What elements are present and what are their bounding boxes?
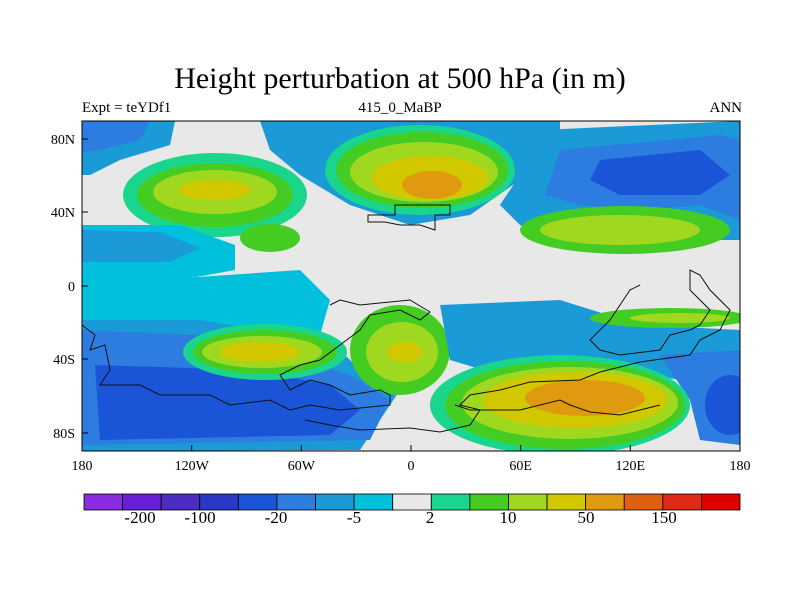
coastline-antarctic-east xyxy=(454,399,661,416)
coastline-north-segment xyxy=(367,204,451,231)
x-tick-label: 180 xyxy=(730,459,751,474)
season-label: ANN xyxy=(709,100,743,116)
coastline-south-america xyxy=(82,299,431,411)
x-tick-label: 0 xyxy=(408,459,415,474)
contour-pos-south-west-4 xyxy=(220,342,300,362)
experiment-label: Expt = teYDf1 xyxy=(82,100,172,116)
map-title: Height perturbation at 500 hPa (in m) xyxy=(174,62,626,95)
colorbar-box xyxy=(430,493,471,511)
colorbar-label: -5 xyxy=(347,508,361,527)
colorbar-label: 10 xyxy=(500,508,517,527)
x-tick-label: 120E xyxy=(616,459,646,474)
contour-pos-ne-2 xyxy=(540,215,700,245)
y-axis xyxy=(82,138,88,434)
y-tick-label: 40S xyxy=(53,353,75,368)
x-tick-label: 60W xyxy=(288,459,316,474)
colorbar-label: -100 xyxy=(184,508,215,527)
colorbar-label: 50 xyxy=(578,508,595,527)
contour-neg-south-west-3 xyxy=(95,365,360,440)
colorbar-box xyxy=(83,493,123,511)
contour-pos-small xyxy=(240,224,300,252)
colorbar-label: 150 xyxy=(651,508,677,527)
y-tick-label: 0 xyxy=(68,280,75,295)
coastline-africa xyxy=(304,269,731,433)
y-tick-label: 40N xyxy=(51,206,75,221)
colorbar-label: -20 xyxy=(265,508,288,527)
contour-pos-north-core xyxy=(402,171,462,199)
y-tick-label: 80N xyxy=(51,133,75,148)
x-tick-label: 60E xyxy=(509,459,532,474)
contour-pos-atlantic-core xyxy=(387,342,423,362)
period-label: 415_0_MaBP xyxy=(358,100,442,116)
contour-pos-south-east-core xyxy=(525,380,645,416)
x-tick-label: 120W xyxy=(175,459,210,474)
contour-neg-nw-core xyxy=(82,121,150,152)
colorbar-box xyxy=(701,493,741,511)
x-tick-label: 180 xyxy=(72,459,93,474)
x-axis xyxy=(81,445,741,451)
contour-pos-east-band-2 xyxy=(630,313,730,323)
contour-field xyxy=(82,121,740,451)
coastlines xyxy=(82,204,731,433)
colorbar-label: -200 xyxy=(124,508,155,527)
colorbar xyxy=(83,493,741,511)
contour-neg-west-mid-core xyxy=(82,230,200,262)
colorbar-label: 2 xyxy=(426,508,435,527)
contour-pos-nw-4 xyxy=(179,180,251,200)
contour-neg-far-east-core xyxy=(705,375,740,435)
contour-neg-ne-deep xyxy=(590,150,730,195)
y-tick-label: 80S xyxy=(53,427,75,442)
